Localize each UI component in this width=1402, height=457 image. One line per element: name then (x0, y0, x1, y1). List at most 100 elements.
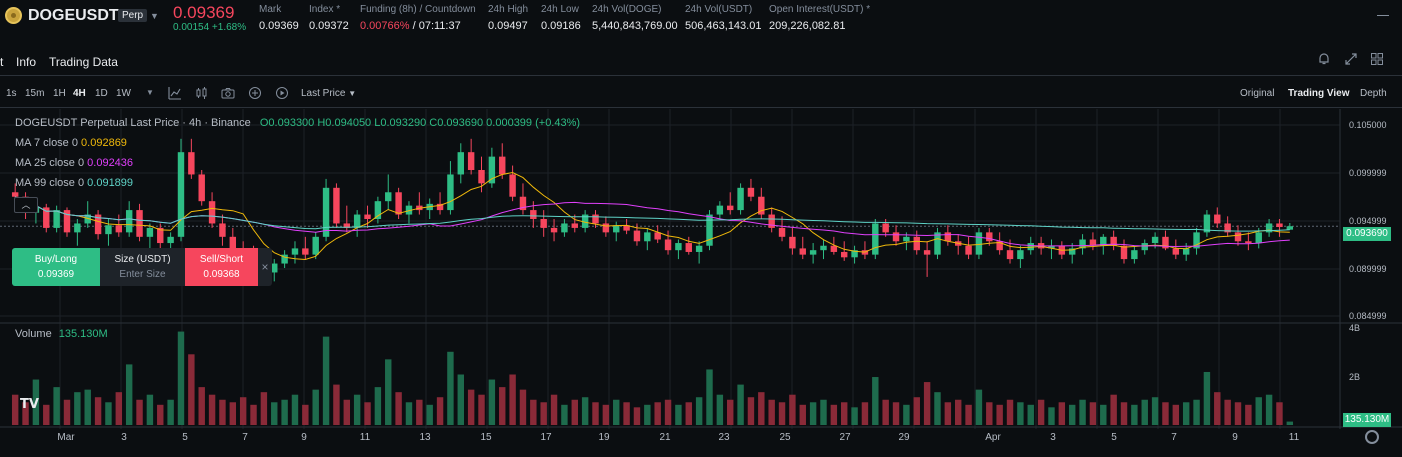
volume-bar (768, 399, 775, 425)
tradingview-logo-icon[interactable]: 𝗧𝗩 (20, 396, 39, 411)
candle-body (799, 248, 806, 255)
expand-icon[interactable] (1343, 52, 1359, 68)
volume-bar (478, 394, 485, 425)
interval-1s[interactable]: 1s (6, 88, 17, 99)
stat-24h-vol-doge: 24h Vol(DOGE) 5,440,843,769.00 (592, 4, 678, 32)
tab-chart[interactable]: t (0, 55, 4, 69)
volume-bar (22, 402, 29, 425)
size-input[interactable]: Size (USDT) Enter Size (100, 248, 185, 286)
candle-body (322, 187, 330, 237)
legend-title: DOGEUSDT Perpetual Last Price · 4h · Bin… (15, 117, 251, 129)
price-tick: 0.094999 (1349, 216, 1387, 226)
tab-trading-data[interactable]: Trading Data (49, 55, 118, 69)
interval-dropdown-icon[interactable]: ▼ (146, 88, 154, 97)
close-icon[interactable]: × (261, 260, 269, 274)
volume-bar (789, 394, 796, 425)
volume-bar (125, 364, 133, 425)
volume-bar (571, 399, 578, 425)
view-depth[interactable]: Depth (1360, 88, 1387, 99)
volume-bar (436, 397, 444, 425)
volume-bar (965, 404, 972, 425)
volume-bar (975, 389, 983, 425)
candle-body (1027, 243, 1034, 251)
candle-body (1017, 250, 1024, 260)
candle-body (737, 187, 744, 211)
chevron-down-icon[interactable]: ▼ (150, 11, 159, 21)
stat-value: 0.09497 (488, 20, 528, 32)
current-volume-tag: 135.130M (1343, 413, 1391, 427)
volume-bar (1006, 399, 1014, 425)
stat-label: 24h Vol(DOGE) (592, 4, 662, 15)
candle-body (727, 205, 734, 211)
candle-body (1203, 214, 1211, 233)
candle-body (167, 236, 174, 244)
legend-ma99[interactable]: MA 99 close 0 0.091899 (15, 177, 133, 189)
view-trading-view[interactable]: Trading View (1288, 88, 1350, 99)
candle-body (644, 232, 651, 242)
date-tick: 15 (480, 432, 492, 443)
volume-bar (271, 402, 278, 425)
ma25-value: 0.092436 (87, 157, 134, 169)
view-original[interactable]: Original (1240, 88, 1275, 99)
candle-body (271, 263, 278, 273)
volume-bar (644, 404, 651, 425)
symbol-title[interactable]: DOGEUSDT (28, 7, 119, 24)
legend-ohlc: O0.093300 H0.094050 L0.093290 C0.093690 … (259, 117, 581, 129)
volume-bar (291, 394, 299, 425)
add-icon[interactable] (248, 86, 262, 100)
stat-value: 5,440,843,769.00 (592, 20, 678, 32)
volume-bar (820, 399, 827, 425)
candle-body (944, 232, 952, 242)
volume-bar (613, 399, 620, 425)
sell-short-button[interactable]: Sell/Short 0.09368 (185, 248, 258, 286)
volume-bar (1131, 404, 1138, 425)
legend-ma7[interactable]: MA 7 close 0 0.092869 (15, 137, 127, 149)
volume-bar (1068, 404, 1076, 425)
ma7-line (14, 171, 1290, 261)
chart-legend-title: DOGEUSDT Perpetual Last Price · 4h · Bin… (15, 117, 580, 129)
minus-icon[interactable] (1377, 10, 1389, 22)
candle-body (457, 152, 464, 175)
interval-4h[interactable]: 4H (73, 88, 86, 99)
collapse-legend-button[interactable]: ︿ (14, 197, 38, 213)
stat-value: 506,463,143.01 (685, 20, 762, 32)
interval-1w[interactable]: 1W (116, 88, 131, 99)
interval-1h[interactable]: 1H (53, 88, 66, 99)
stat-label: Funding (8h) / Countdown (360, 4, 476, 15)
ma25-label: MA 25 close 0 (15, 157, 85, 169)
volume-bar (353, 394, 361, 425)
volume-bar (250, 404, 257, 425)
bell-icon[interactable] (1316, 52, 1332, 68)
buy-long-button[interactable]: Buy/Long 0.09369 (12, 248, 100, 286)
candle-body (364, 214, 371, 219)
date-tick: 21 (659, 432, 671, 443)
camera-icon[interactable] (221, 86, 235, 100)
candle-body (509, 174, 516, 197)
replay-icon[interactable] (275, 86, 289, 100)
tab-info[interactable]: Info (16, 55, 37, 69)
candle-body (633, 230, 641, 242)
indicator-icon[interactable] (168, 86, 182, 100)
candle-body (105, 225, 112, 235)
candle-body (447, 174, 454, 211)
last-price: 0.09369 (173, 3, 235, 22)
stat-24h-high: 24h High 0.09497 (488, 4, 528, 32)
stat-funding: Funding (8h) / Countdown 0.00766% / 07:1… (360, 4, 476, 32)
volume-bar (778, 402, 786, 425)
ma25-line (14, 196, 1290, 248)
candle-body (353, 214, 361, 228)
volume-bar (105, 402, 112, 425)
interval-1d[interactable]: 1D (95, 88, 108, 99)
price-chart[interactable] (0, 109, 1402, 457)
price-source-select[interactable]: Last Price ▼ (301, 88, 356, 99)
stat-24h-vol-usdt: 24h Vol(USDT) 506,463,143.01 (685, 4, 761, 32)
legend-ma25[interactable]: MA 25 close 0 0.092436 (15, 157, 133, 169)
candle-type-icon[interactable] (195, 86, 209, 100)
interval-15m[interactable]: 15m (25, 88, 45, 99)
ticker-bar: DOGEUSDT Perp ▼ 0.09369 0.00154 +1.68% M… (0, 0, 1402, 38)
settings-icon[interactable] (1365, 430, 1379, 444)
grid-icon[interactable] (1369, 52, 1385, 68)
candle-body (1100, 236, 1107, 246)
volume-bar (861, 402, 869, 425)
doge-logo-icon (5, 7, 22, 24)
